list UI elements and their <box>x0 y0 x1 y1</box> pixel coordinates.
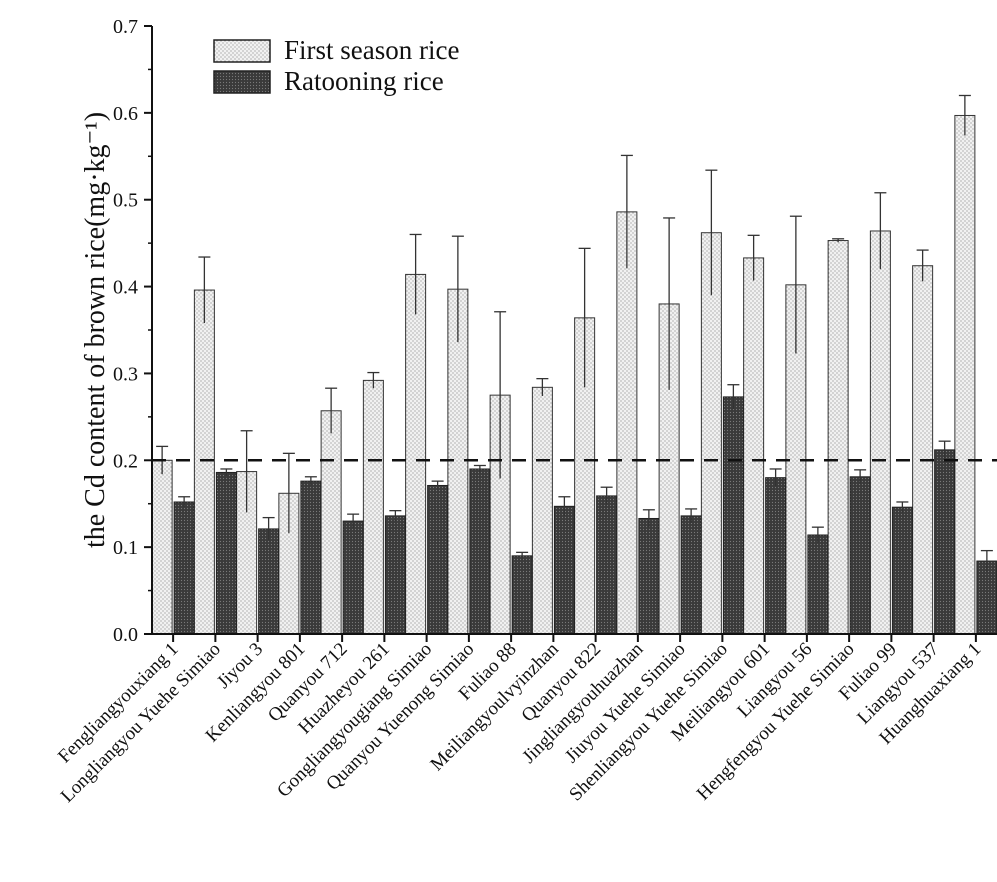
bar-ratooning <box>681 516 701 634</box>
bar-first-season <box>828 241 848 634</box>
bar-first-season <box>194 290 214 634</box>
bar-ratooning <box>554 506 574 634</box>
bar-ratooning <box>977 561 997 634</box>
y-ticks: 0.0 0.1 0.2 0.3 0.4 0.5 0.6 0.7 <box>113 16 152 646</box>
bar-first-season <box>744 258 764 634</box>
bar-ratooning <box>174 502 194 634</box>
bar-ratooning <box>766 478 786 634</box>
y-tick-label: 0.3 <box>113 363 138 385</box>
y-tick-label: 0.4 <box>113 277 138 299</box>
bar-first-season <box>363 380 383 634</box>
y-tick-label: 0.7 <box>113 16 138 38</box>
bar-ratooning <box>470 469 490 634</box>
bar-first-season <box>870 231 890 634</box>
y-tick-label: 0.5 <box>113 190 138 212</box>
plot-area: 0.0 0.1 0.2 0.3 0.4 0.5 0.6 0.7 Fengliangyouxia… <box>54 16 997 807</box>
bar-ratooning <box>301 481 321 634</box>
x-ticks: Fengliangyouxiang 1Longliangyou Yuehe Si… <box>54 634 985 807</box>
bar-ratooning <box>850 477 870 634</box>
y-axis-title: the Cd content of brown rice(mg·kg⁻¹) <box>80 112 111 548</box>
legend-swatch-first-season <box>214 40 270 62</box>
bar-ratooning <box>935 450 955 634</box>
bar-ratooning <box>216 472 236 634</box>
legend-label-ratooning: Ratooning rice <box>284 66 444 96</box>
legend-label-first-season: First season rice <box>284 35 459 65</box>
bar-first-season <box>152 460 172 634</box>
bar-first-season <box>532 387 552 634</box>
legend-swatch-ratooning <box>214 71 270 93</box>
bar-first-season <box>406 274 426 634</box>
bar-first-season <box>617 212 637 634</box>
bar-ratooning <box>259 529 279 634</box>
bar-ratooning <box>639 518 659 634</box>
y-tick-label: 0.2 <box>113 450 138 472</box>
bar-first-season <box>913 266 933 634</box>
bar-ratooning <box>512 556 532 634</box>
x-category-label: Longliangyou Yuehe Simiao <box>57 639 225 807</box>
y-tick-label: 0.0 <box>113 624 138 646</box>
bar-first-season <box>321 411 341 634</box>
bar-ratooning <box>428 485 448 634</box>
legend: First season rice Ratooning rice <box>214 35 459 96</box>
y-tick-label: 0.1 <box>113 537 138 559</box>
bar-ratooning <box>723 397 743 634</box>
bar-ratooning <box>892 507 912 634</box>
bar-ratooning <box>808 535 828 634</box>
bar-ratooning <box>343 521 363 634</box>
bar-ratooning <box>385 516 405 634</box>
bar-first-season <box>955 115 975 634</box>
bar-ratooning <box>597 496 617 634</box>
y-tick-label: 0.6 <box>113 103 138 125</box>
